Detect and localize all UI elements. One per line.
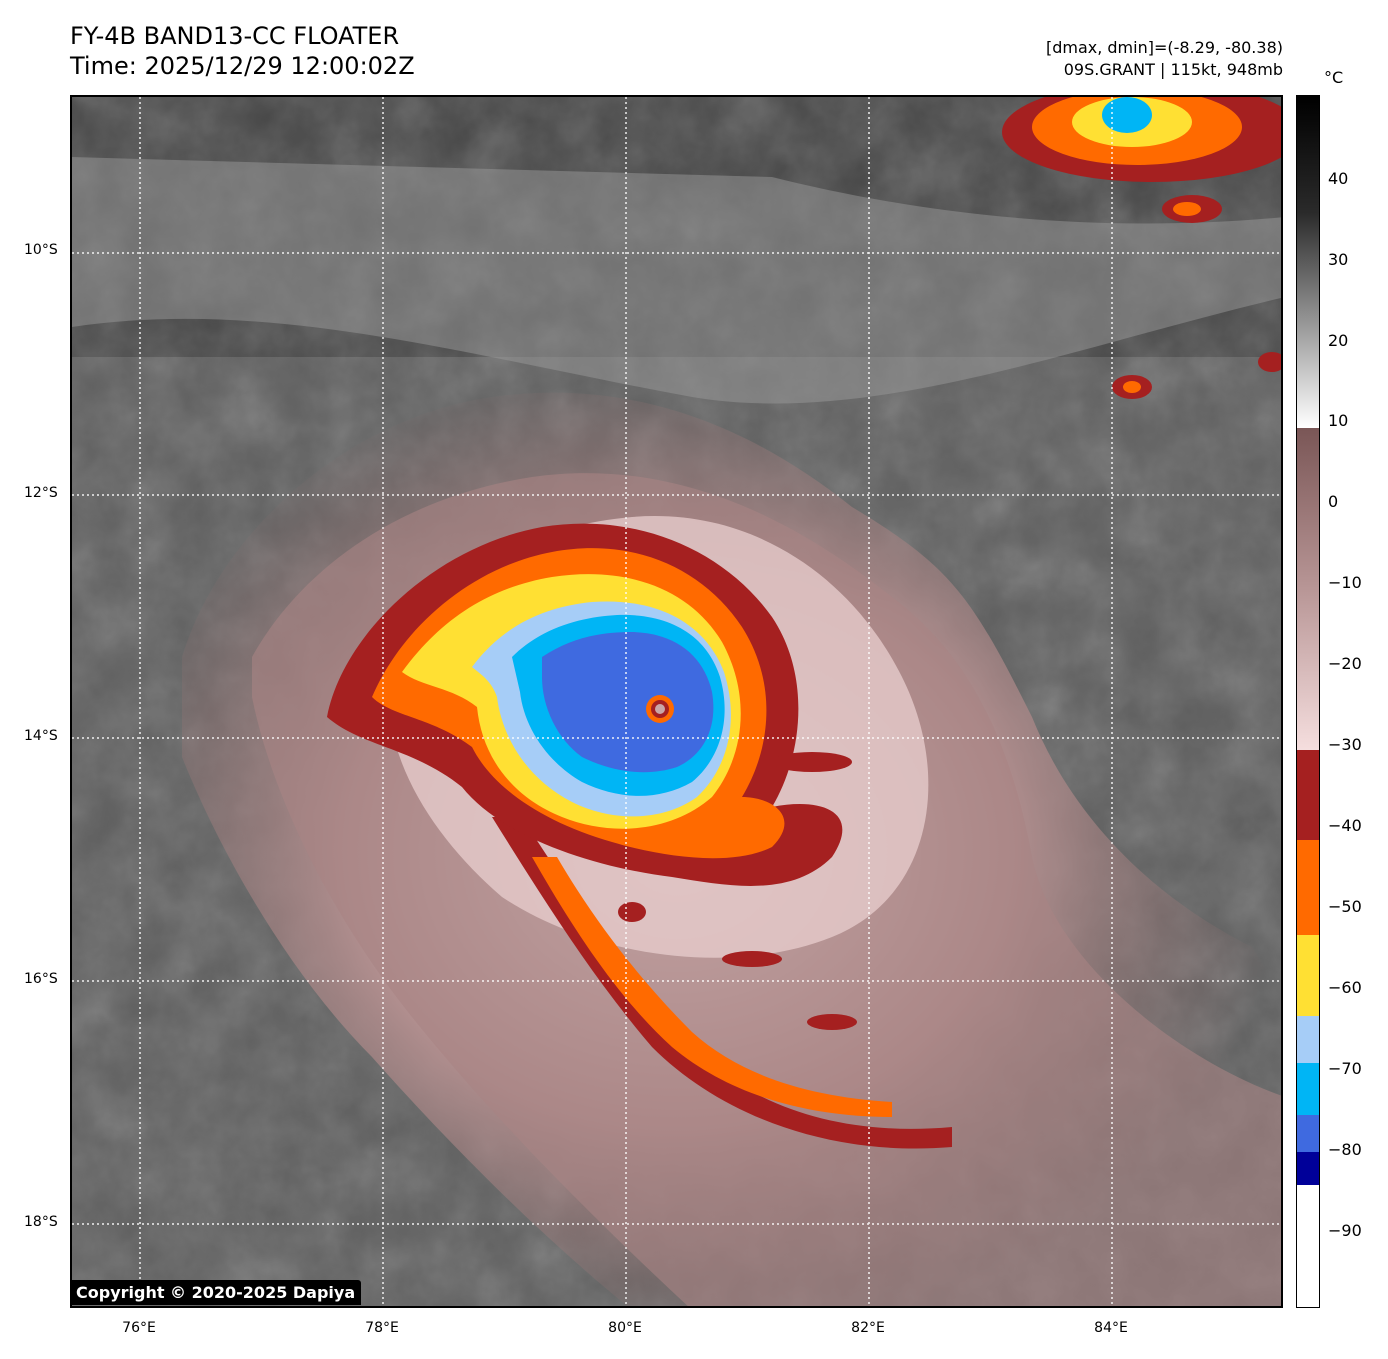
cloud-band-north <box>72 157 1281 404</box>
colorbar-tick-20: 20 <box>1328 331 1349 350</box>
colorbar-tick-minus90: −90 <box>1328 1221 1362 1240</box>
colorbar-tick-minus50: −50 <box>1328 897 1362 916</box>
map-canvas <box>72 97 1281 1306</box>
colorbar-tick-30: 30 <box>1328 250 1349 269</box>
lon-label-76e: 76°E <box>122 1320 156 1336</box>
chart-title: FY-4B BAND13-CC FLOATER <box>70 22 400 50</box>
small-cell-orange <box>1123 381 1141 393</box>
lat-label-12s: 12°S <box>24 485 58 501</box>
colorbar-white-segment <box>1297 1185 1319 1307</box>
colorbar <box>1296 95 1320 1308</box>
cdo-royal-blue <box>542 632 714 773</box>
colorbar-tick-minus80: −80 <box>1328 1140 1362 1159</box>
lat-label-18s: 18°S <box>24 1214 58 1230</box>
lat-label-14s: 14°S <box>24 728 58 744</box>
ne-convection-cyan <box>1102 97 1152 133</box>
lat-label-16s: 16°S <box>24 971 58 987</box>
copyright-label: Copyright © 2020-2025 Dapiya <box>70 1280 362 1305</box>
colorbar-light-blue-segment <box>1297 1016 1319 1063</box>
cell-south-1 <box>722 951 782 967</box>
storm-info-label: 09S.GRANT | 115kt, 948mb <box>1063 60 1283 79</box>
colorbar-yellow-segment <box>1297 935 1319 1016</box>
lon-label-78e: 78°E <box>365 1320 399 1336</box>
colorbar-royal-blue-segment <box>1297 1115 1319 1152</box>
colorbar-navy-segment <box>1297 1152 1319 1185</box>
cell-east-1 <box>772 752 852 772</box>
lat-label-10s: 10°S <box>24 242 58 258</box>
colorbar-tick-minus30: −30 <box>1328 735 1362 754</box>
spiral-band-red <box>492 817 952 1149</box>
lon-label-82e: 82°E <box>851 1320 885 1336</box>
colorbar-gray-segment <box>1297 96 1319 428</box>
colorbar-red-segment <box>1297 750 1319 840</box>
dmax-dmin-label: [dmax, dmin]=(-8.29, -80.38) <box>1045 38 1283 57</box>
colorbar-tick-minus60: −60 <box>1328 978 1362 997</box>
satellite-imagery-map <box>70 95 1283 1308</box>
edge-cell-red <box>1258 352 1281 372</box>
lon-label-84e: 84°E <box>1094 1320 1128 1336</box>
cell-south-3 <box>618 902 646 922</box>
colorbar-tick-0: 0 <box>1328 492 1339 511</box>
colorbar-tick-40: 40 <box>1328 169 1349 188</box>
colorbar-tick-minus70: −70 <box>1328 1059 1362 1078</box>
colorbar-tick-minus40: −40 <box>1328 816 1362 835</box>
colorbar-canvas <box>1297 96 1319 1307</box>
cell-south-2 <box>807 1014 857 1030</box>
typhoon-eye <box>655 704 665 714</box>
ne-cell-orange <box>1173 202 1201 216</box>
time-label: Time: 2025/12/29 12:00:02Z <box>70 52 415 80</box>
colorbar-orange-segment <box>1297 840 1319 935</box>
colorbar-cyan-segment <box>1297 1063 1319 1115</box>
colorbar-tick-minus10: −10 <box>1328 573 1362 592</box>
colorbar-brown-segment <box>1297 428 1319 750</box>
lon-label-80e: 80°E <box>608 1320 642 1336</box>
graticule <box>72 97 1281 1306</box>
colorbar-tick-10: 10 <box>1328 411 1349 430</box>
spiral-band-orange <box>532 857 892 1117</box>
colorbar-unit: °C <box>1324 68 1344 87</box>
colorbar-tick-minus20: −20 <box>1328 654 1362 673</box>
